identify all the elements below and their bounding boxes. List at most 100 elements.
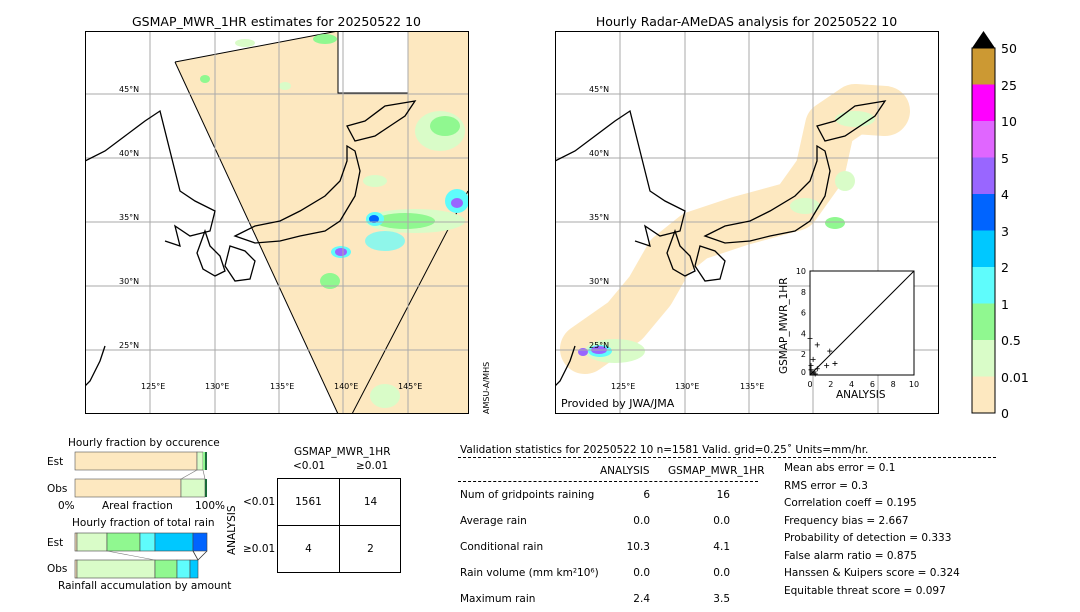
colorbar-segment [972,340,995,377]
lat-label: 30°N [589,277,610,286]
graticule [85,31,469,414]
val-row-label: Num of gridpoints raining [460,489,595,501]
occurrence-title: Hourly fraction by occurence [68,437,220,449]
lat-label: 35°N [119,213,140,222]
scatter-point [814,342,820,348]
est-bar-moderate [203,452,205,470]
scatter-point [808,363,814,369]
cell-miss: 4 [305,543,312,555]
score-line: RMS error = 0.3 [784,479,868,492]
colorbar-extend-arrow [972,31,995,48]
colorbar [971,31,996,414]
lon-label: 125°E [141,382,166,391]
val-row-label: Conditional rain [460,541,544,553]
score-line: Mean abs error = 0.1 [784,462,896,474]
colorbar-segment [972,376,995,413]
row-label-obs: Obs [47,563,68,575]
lon-label: 125°E [611,382,636,391]
score-line: Frequency bias = 2.667 [784,514,909,527]
scatter-xlabel: ANALYSIS [836,389,886,401]
score-line: Probability of detection = 0.333 [784,532,952,544]
row-label-obs: Obs [47,483,68,495]
contingency-col-header: <0.01 [293,460,326,472]
lat-label: 25°N [589,341,610,350]
scatter-x-tick: 4 [849,380,854,389]
est-bar-dry [74,451,198,471]
total-rain-footer: Rainfall accumulation by amount [58,580,232,592]
scatter-points [807,336,838,377]
score-line: Correlation coeff = 0.195 [784,497,917,509]
coastline [555,100,887,387]
lat-label: 40°N [119,149,140,158]
contingency-col-header: ≥0.01 [356,460,389,472]
lon-label: 145°E [398,382,423,391]
row-label-est: Est [47,456,64,468]
obs-bar-light [180,478,206,498]
scatter-point [811,369,817,375]
colorbar-segment [972,48,995,85]
scatter-point [807,336,813,342]
divider [458,457,996,458]
scatter-y-tick: 2 [801,350,806,359]
scatter-y-tick: 10 [796,267,806,276]
val-gsmap: 4.1 [713,541,730,553]
scatter-point [810,356,816,362]
scatter-ylabel: GSMAP_MWR_1HR [778,277,790,374]
lat-label: 35°N [589,213,610,222]
lat-label: 30°N [119,277,140,286]
validation-header: Validation statistics for 20250522 10 n=… [460,444,869,456]
val-analysis: 0.0 [633,515,650,527]
est-bar-light [196,451,204,471]
scatter-point [824,363,830,369]
lon-label: 130°E [205,382,230,391]
coastline [85,100,417,387]
scatter-x-tick: 0 [807,380,812,389]
scatter-point [827,348,833,354]
cell-false-alarm: 14 [363,496,378,508]
colorbar-label: 0 [1001,406,1009,421]
lat-label: 40°N [589,149,610,158]
colorbar-label: 0.01 [1001,369,1029,385]
lat-label: 25°N [119,341,140,350]
val-analysis: 0.0 [633,567,650,579]
no-data-region [337,31,409,94]
val-analysis: 10.3 [626,541,650,553]
scatter-y-tick: 6 [801,309,806,318]
obs-bar-dry [74,478,182,498]
val-row-label: Average rain [460,515,527,527]
colorbar-label: 3 [1001,223,1009,239]
left-map [85,31,469,414]
scatter-point [832,361,838,367]
contingency-col-title: GSMAP_MWR_1HR [294,446,391,458]
total-rain-title: Hourly fraction of total rain [72,517,215,529]
scatter-point [814,366,820,372]
val-gsmap: 0.0 [713,515,730,527]
sensor-label: AMSU-A/MHS [482,361,491,414]
lon-label: 135°E [740,382,765,391]
rain-patches [200,34,469,408]
colorbar-label: 10 [1001,114,1017,129]
scatter-x-tick: 6 [870,380,875,389]
val-gsmap: 0.0 [713,567,730,579]
lon-label: 135°E [270,382,295,391]
graticule [555,31,939,414]
colorbar-segment [972,303,995,340]
score-line: Hanssen & Kuipers score = 0.324 [784,567,960,579]
scatter-x-tick: 10 [909,380,919,389]
lat-label: 45°N [589,85,610,94]
colorbar-segment [972,157,995,194]
contingency-table: 1561 14 4 2 [277,478,401,573]
val-gsmap: 16 [716,489,730,501]
x-label-mid: Areal fraction [102,500,173,512]
score-line: Equitable threat score = 0.097 [784,584,946,597]
credit-label: Provided by JWA/JMA [561,397,675,410]
inset-scatter: 00 2 2 4 4 6 6 8 8 10 10 [796,267,919,389]
lat-label: 45°N [119,85,140,94]
scatter-y-tick: 8 [801,288,806,297]
x-label-100: 100% [195,500,226,512]
scatter-point [812,371,818,377]
swath-edge [174,31,339,63]
colorbar-label: 1 [1001,296,1009,312]
swath-edge [174,61,339,414]
scatter-x-tick: 2 [828,380,833,389]
